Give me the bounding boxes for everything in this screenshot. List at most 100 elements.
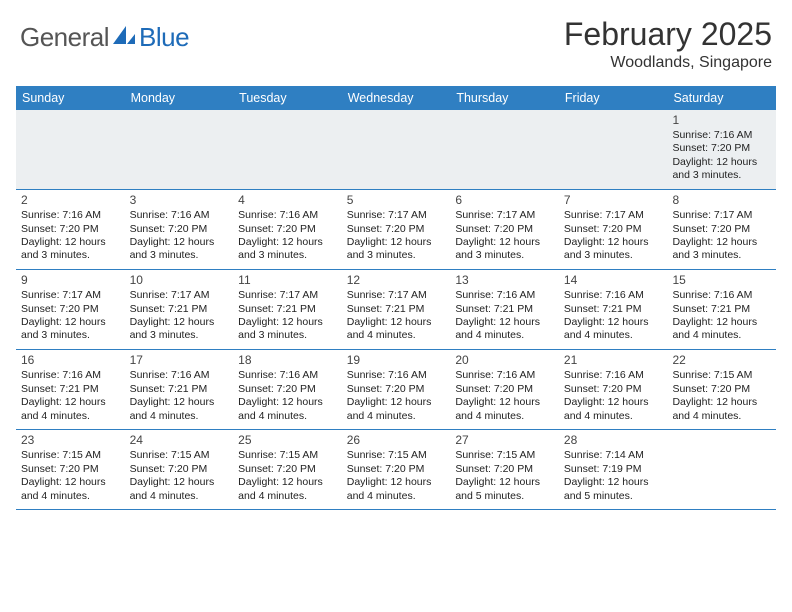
sunrise-text: Sunrise: 7:17 AM bbox=[672, 209, 771, 222]
day-number: 24 bbox=[130, 433, 229, 448]
daylight-text: Daylight: 12 hours bbox=[564, 396, 663, 409]
daylight-text: and 4 minutes. bbox=[130, 490, 229, 503]
day-cell: 3Sunrise: 7:16 AMSunset: 7:20 PMDaylight… bbox=[125, 190, 234, 269]
daylight-text: Daylight: 12 hours bbox=[564, 316, 663, 329]
day-number: 10 bbox=[130, 273, 229, 288]
day-number: 20 bbox=[455, 353, 554, 368]
calendar: SundayMondayTuesdayWednesdayThursdayFrid… bbox=[16, 86, 776, 511]
sunset-text: Sunset: 7:20 PM bbox=[347, 383, 446, 396]
sunset-text: Sunset: 7:21 PM bbox=[564, 303, 663, 316]
daylight-text: Daylight: 12 hours bbox=[238, 236, 337, 249]
day-cell: 26Sunrise: 7:15 AMSunset: 7:20 PMDayligh… bbox=[342, 430, 451, 509]
sunset-text: Sunset: 7:20 PM bbox=[672, 223, 771, 236]
sunset-text: Sunset: 7:20 PM bbox=[130, 223, 229, 236]
sunrise-text: Sunrise: 7:15 AM bbox=[347, 449, 446, 462]
day-cell: 27Sunrise: 7:15 AMSunset: 7:20 PMDayligh… bbox=[450, 430, 559, 509]
sunset-text: Sunset: 7:20 PM bbox=[21, 223, 120, 236]
day-number: 1 bbox=[672, 113, 771, 128]
daylight-text: and 3 minutes. bbox=[21, 249, 120, 262]
sunset-text: Sunset: 7:20 PM bbox=[21, 303, 120, 316]
day-cell: 7Sunrise: 7:17 AMSunset: 7:20 PMDaylight… bbox=[559, 190, 668, 269]
day-cell: 6Sunrise: 7:17 AMSunset: 7:20 PMDaylight… bbox=[450, 190, 559, 269]
day-number: 26 bbox=[347, 433, 446, 448]
daylight-text: Daylight: 12 hours bbox=[455, 236, 554, 249]
sunset-text: Sunset: 7:20 PM bbox=[455, 383, 554, 396]
daylight-text: Daylight: 12 hours bbox=[21, 316, 120, 329]
weekday-header: Wednesday bbox=[342, 86, 451, 110]
daylight-text: Daylight: 12 hours bbox=[130, 396, 229, 409]
daylight-text: and 4 minutes. bbox=[21, 410, 120, 423]
day-number: 27 bbox=[455, 433, 554, 448]
daylight-text: Daylight: 12 hours bbox=[238, 476, 337, 489]
day-number: 13 bbox=[455, 273, 554, 288]
sunrise-text: Sunrise: 7:15 AM bbox=[21, 449, 120, 462]
sunrise-text: Sunrise: 7:17 AM bbox=[238, 289, 337, 302]
daylight-text: and 5 minutes. bbox=[564, 490, 663, 503]
sunset-text: Sunset: 7:20 PM bbox=[455, 223, 554, 236]
day-number: 23 bbox=[21, 433, 120, 448]
calendar-page: General Blue February 2025 Woodlands, Si… bbox=[0, 0, 792, 520]
sunrise-text: Sunrise: 7:16 AM bbox=[130, 209, 229, 222]
daylight-text: and 3 minutes. bbox=[238, 249, 337, 262]
sunset-text: Sunset: 7:20 PM bbox=[238, 223, 337, 236]
daylight-text: Daylight: 12 hours bbox=[21, 236, 120, 249]
day-cell: 5Sunrise: 7:17 AMSunset: 7:20 PMDaylight… bbox=[342, 190, 451, 269]
sunrise-text: Sunrise: 7:16 AM bbox=[238, 209, 337, 222]
day-number: 3 bbox=[130, 193, 229, 208]
sunrise-text: Sunrise: 7:16 AM bbox=[347, 369, 446, 382]
day-cell: 8Sunrise: 7:17 AMSunset: 7:20 PMDaylight… bbox=[667, 190, 776, 269]
day-cell: 24Sunrise: 7:15 AMSunset: 7:20 PMDayligh… bbox=[125, 430, 234, 509]
empty-cell bbox=[233, 110, 342, 189]
daylight-text: and 4 minutes. bbox=[238, 490, 337, 503]
daylight-text: Daylight: 12 hours bbox=[130, 236, 229, 249]
sail-icon bbox=[111, 22, 137, 53]
daylight-text: and 3 minutes. bbox=[130, 249, 229, 262]
weekday-header: Friday bbox=[559, 86, 668, 110]
sunrise-text: Sunrise: 7:17 AM bbox=[564, 209, 663, 222]
day-number: 4 bbox=[238, 193, 337, 208]
sunset-text: Sunset: 7:21 PM bbox=[130, 303, 229, 316]
daylight-text: and 3 minutes. bbox=[238, 329, 337, 342]
day-number: 16 bbox=[21, 353, 120, 368]
calendar-row: 9Sunrise: 7:17 AMSunset: 7:20 PMDaylight… bbox=[16, 270, 776, 350]
sunrise-text: Sunrise: 7:16 AM bbox=[564, 369, 663, 382]
day-cell: 23Sunrise: 7:15 AMSunset: 7:20 PMDayligh… bbox=[16, 430, 125, 509]
day-number: 28 bbox=[564, 433, 663, 448]
day-cell: 20Sunrise: 7:16 AMSunset: 7:20 PMDayligh… bbox=[450, 350, 559, 429]
calendar-row: 2Sunrise: 7:16 AMSunset: 7:20 PMDaylight… bbox=[16, 190, 776, 270]
sunrise-text: Sunrise: 7:16 AM bbox=[672, 129, 771, 142]
day-number: 15 bbox=[672, 273, 771, 288]
sunrise-text: Sunrise: 7:16 AM bbox=[130, 369, 229, 382]
daylight-text: and 4 minutes. bbox=[672, 329, 771, 342]
day-cell: 22Sunrise: 7:15 AMSunset: 7:20 PMDayligh… bbox=[667, 350, 776, 429]
daylight-text: Daylight: 12 hours bbox=[672, 236, 771, 249]
sunrise-text: Sunrise: 7:17 AM bbox=[130, 289, 229, 302]
daylight-text: Daylight: 12 hours bbox=[347, 476, 446, 489]
sunset-text: Sunset: 7:20 PM bbox=[455, 463, 554, 476]
day-number: 9 bbox=[21, 273, 120, 288]
day-number: 19 bbox=[347, 353, 446, 368]
sunrise-text: Sunrise: 7:16 AM bbox=[21, 369, 120, 382]
day-number: 8 bbox=[672, 193, 771, 208]
calendar-body: 1Sunrise: 7:16 AMSunset: 7:20 PMDaylight… bbox=[16, 110, 776, 511]
sunrise-text: Sunrise: 7:15 AM bbox=[672, 369, 771, 382]
daylight-text: and 3 minutes. bbox=[455, 249, 554, 262]
title-block: February 2025 Woodlands, Singapore bbox=[564, 18, 772, 72]
day-number: 11 bbox=[238, 273, 337, 288]
daylight-text: and 3 minutes. bbox=[672, 169, 771, 182]
sunset-text: Sunset: 7:20 PM bbox=[672, 383, 771, 396]
daylight-text: and 3 minutes. bbox=[21, 329, 120, 342]
sunset-text: Sunset: 7:20 PM bbox=[21, 463, 120, 476]
day-cell: 2Sunrise: 7:16 AMSunset: 7:20 PMDaylight… bbox=[16, 190, 125, 269]
sunrise-text: Sunrise: 7:16 AM bbox=[21, 209, 120, 222]
calendar-row: 23Sunrise: 7:15 AMSunset: 7:20 PMDayligh… bbox=[16, 430, 776, 510]
sunrise-text: Sunrise: 7:16 AM bbox=[455, 289, 554, 302]
day-cell: 28Sunrise: 7:14 AMSunset: 7:19 PMDayligh… bbox=[559, 430, 668, 509]
daylight-text: Daylight: 12 hours bbox=[564, 236, 663, 249]
daylight-text: Daylight: 12 hours bbox=[130, 316, 229, 329]
sunrise-text: Sunrise: 7:15 AM bbox=[130, 449, 229, 462]
weekday-header: Saturday bbox=[667, 86, 776, 110]
sunset-text: Sunset: 7:21 PM bbox=[21, 383, 120, 396]
day-number: 6 bbox=[455, 193, 554, 208]
sunset-text: Sunset: 7:21 PM bbox=[130, 383, 229, 396]
